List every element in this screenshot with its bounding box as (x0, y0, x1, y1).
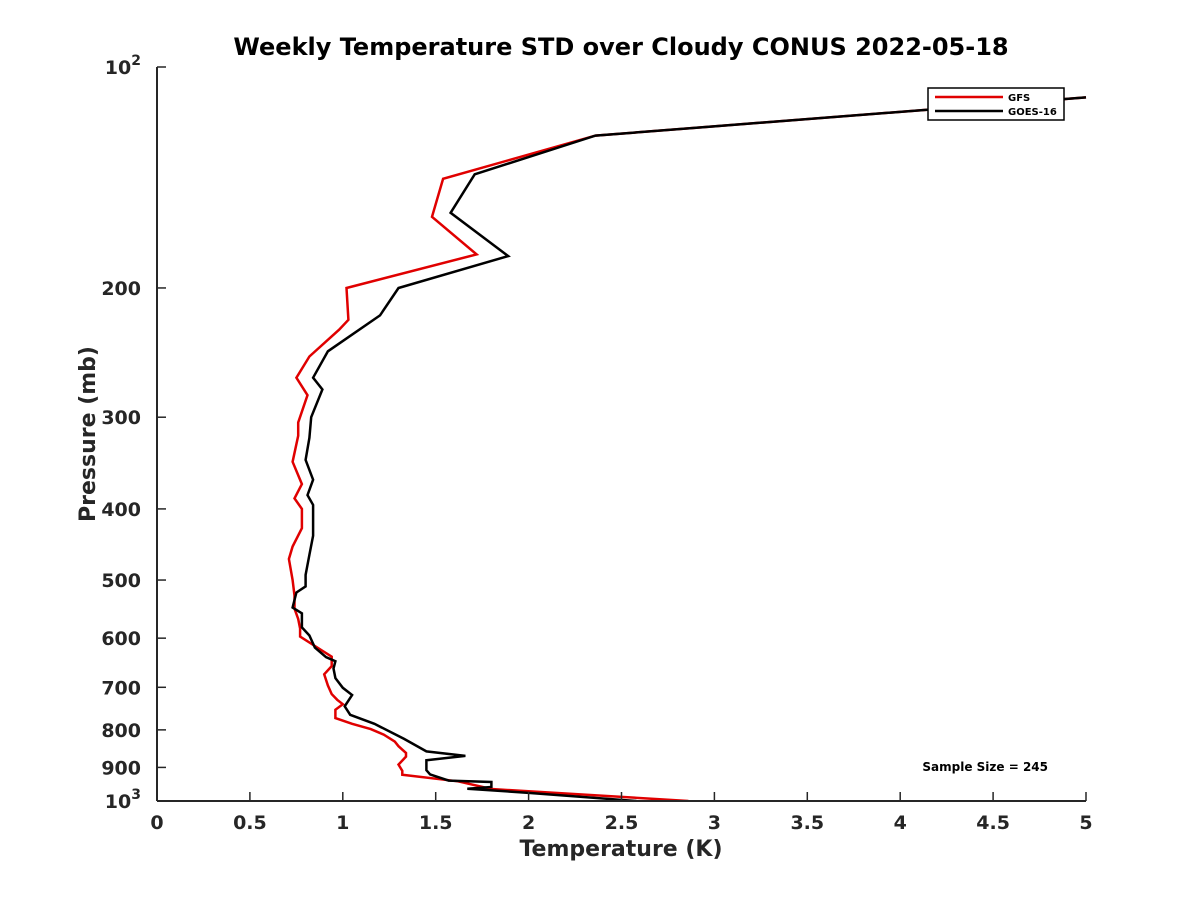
x-tick-label: 4 (894, 812, 907, 834)
x-tick-label: 0 (150, 812, 163, 834)
x-ticks: 0 0.5 1 1.5 2 2.5 3 3.5 4 4.5 5 (150, 792, 1093, 834)
x-tick-label: 2 (522, 812, 535, 834)
x-tick-label: 1.5 (419, 812, 453, 834)
y-tick-label: 700 (101, 677, 141, 699)
x-tick-label: 3.5 (790, 812, 824, 834)
x-tick-label: 2.5 (605, 812, 639, 834)
sample-size-annotation: Sample Size = 245 (922, 760, 1048, 774)
x-axis-title: Temperature (K) (519, 837, 722, 862)
y-tick-label: 400 (101, 499, 141, 521)
series-line-gfs (287, 96, 1087, 801)
y-ticks: 102 200 300 400 500 600 700 800 900 103 (101, 53, 166, 813)
legend: GFS GOES-16 (927, 87, 1065, 121)
x-tick-label: 1 (336, 812, 349, 834)
x-tick-label: 3 (708, 812, 721, 834)
y-tick-label: 102 (105, 53, 141, 79)
y-tick-label: 200 (101, 278, 141, 300)
y-tick-label: 900 (101, 757, 141, 779)
legend-gfs-label: GFS (1008, 93, 1030, 104)
y-tick-label: 800 (101, 720, 141, 742)
y-tick-label: 300 (101, 407, 141, 429)
legend-box (927, 87, 1065, 121)
legend-goes16-label: GOES-16 (1008, 107, 1057, 118)
series-line-goes-16 (291, 96, 1087, 801)
x-tick-label: 5 (1079, 812, 1092, 834)
x-tick-label: 4.5 (976, 812, 1010, 834)
y-tick-label: 103 (105, 787, 141, 813)
y-axis-title: Pressure (mb) (76, 346, 101, 522)
chart-title: Weekly Temperature STD over Cloudy CONUS… (233, 33, 1008, 61)
y-tick-label: 600 (101, 628, 141, 650)
y-tick-label: 500 (101, 570, 141, 592)
series-layer (287, 96, 1087, 801)
x-tick-label: 0.5 (233, 812, 267, 834)
